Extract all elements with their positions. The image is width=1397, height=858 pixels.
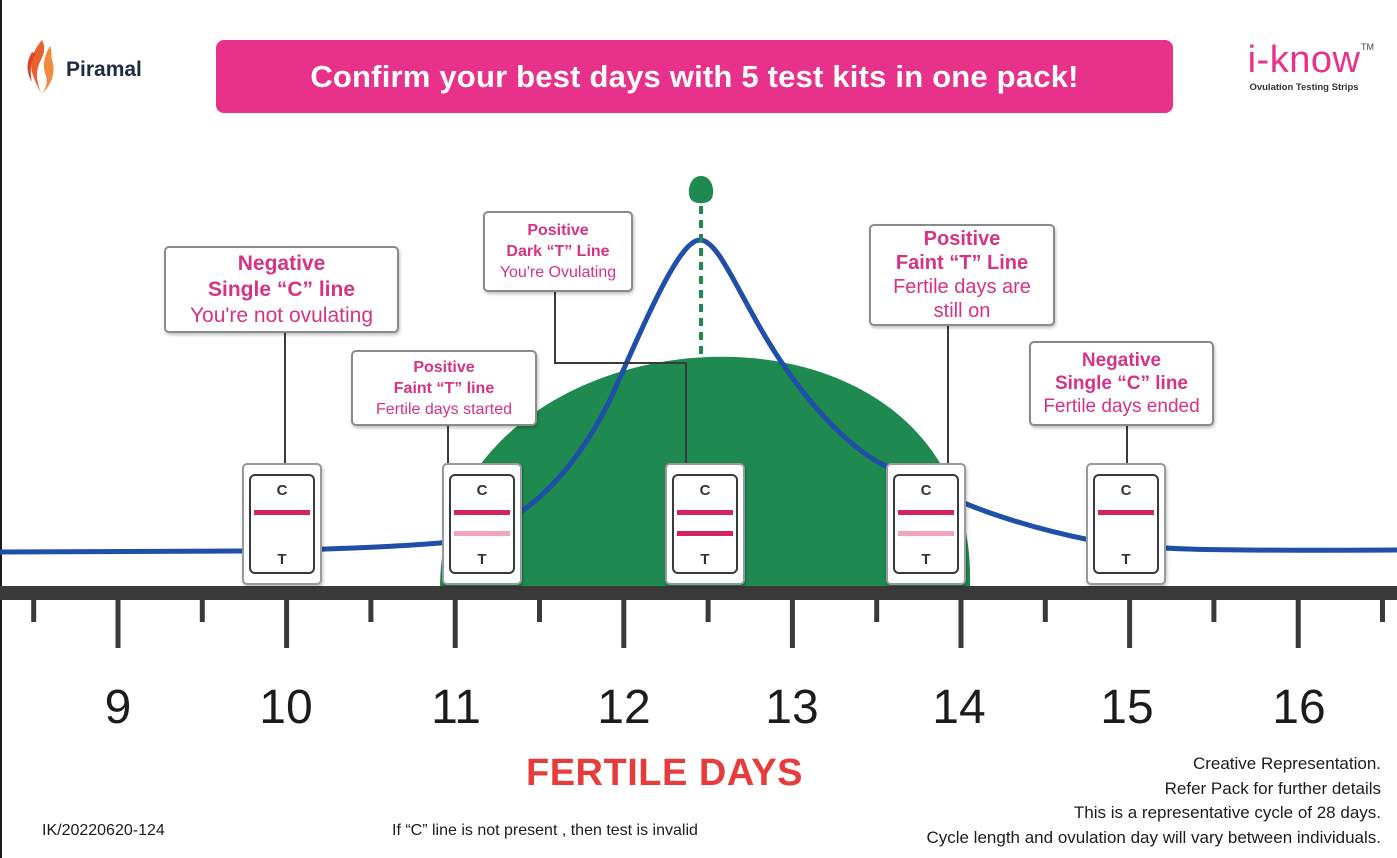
disclaimer-line: Refer Pack for further details — [1164, 778, 1381, 798]
major-tick — [1295, 598, 1301, 648]
callout-meaning-cont: still on — [933, 300, 991, 322]
major-tick — [1127, 598, 1133, 648]
test-kit-2: C T — [442, 463, 522, 585]
test-window: C T — [893, 474, 959, 574]
test-window: C T — [1093, 474, 1159, 574]
callout-result: Positive — [413, 358, 475, 376]
minor-tick — [705, 598, 711, 622]
t-label: T — [1121, 551, 1131, 568]
minor-tick — [368, 598, 374, 622]
test-window: C T — [249, 474, 315, 574]
minor-tick — [1380, 598, 1385, 622]
callout-day-15: Negative Single “C” line Fertile days en… — [1029, 341, 1214, 426]
c-label: C — [920, 482, 932, 499]
day-label-16: 16 — [1272, 681, 1326, 734]
callout-meaning: Fertile days started — [375, 400, 513, 418]
t-label: T — [477, 551, 487, 568]
major-tick — [115, 598, 121, 648]
disclaimer-line: This is a representative cycle of 28 day… — [1073, 803, 1381, 822]
c-label: C — [1120, 482, 1132, 499]
c-line — [454, 510, 510, 515]
test-window: C T — [672, 474, 738, 574]
minor-tick — [199, 598, 205, 622]
t-label: T — [700, 551, 710, 568]
callout-result: Positive — [923, 228, 1001, 250]
t-line-dark — [677, 531, 733, 536]
day-label-9: 9 — [104, 681, 132, 734]
egg-icon — [688, 176, 714, 204]
callout-line-type: Dark “T” Line — [506, 243, 610, 260]
t-line-faint — [454, 531, 510, 536]
c-label: C — [476, 482, 488, 499]
disclaimer-notes: Creative Representation. Refer Pack for … — [926, 752, 1381, 850]
callout-leader-lines — [284, 292, 1128, 463]
callout-result: Positive — [527, 222, 589, 239]
callout-meaning: You're not ovulating — [189, 303, 374, 327]
major-tick — [789, 598, 795, 648]
callout-day-14: Positive Faint “T” Line Fertile days are… — [869, 224, 1055, 326]
reference-id: IK/20220620-124 — [42, 822, 165, 839]
test-kit-4: C T — [886, 463, 966, 585]
test-kit-1: C T — [242, 463, 322, 585]
callout-line-type: Faint “T” line — [393, 379, 495, 397]
day-label-10: 10 — [259, 681, 313, 734]
piramal-brand: Piramal — [22, 38, 142, 98]
disclaimer-line: Creative Representation. — [1192, 754, 1381, 773]
c-line — [677, 510, 733, 515]
day-label-11: 11 — [431, 681, 481, 734]
t-label: T — [921, 551, 931, 568]
minor-tick — [1042, 598, 1048, 622]
minor-tick — [1211, 598, 1217, 622]
fertile-days-title: FERTILE DAYS — [526, 752, 803, 794]
c-line — [898, 510, 954, 515]
disclaimer-line: Cycle length and ovulation day will vary… — [926, 827, 1381, 847]
iknow-brand: i-know TM Ovulation Testing Strips — [1234, 40, 1374, 93]
invalid-test-note: If “C” line is not present , then test i… — [392, 822, 698, 839]
callout-line-type: Single “C” line — [1054, 373, 1189, 394]
t-label: T — [277, 551, 287, 568]
iknow-wordmark: i-know — [1247, 39, 1361, 81]
callout-line-type: Single “C” line — [207, 277, 356, 301]
trademark-symbol: TM — [1361, 42, 1374, 52]
major-tick — [621, 598, 627, 648]
day-label-15: 15 — [1100, 681, 1154, 734]
day-label-14: 14 — [932, 681, 986, 734]
iknow-subtitle: Ovulation Testing Strips — [1249, 82, 1359, 93]
callout-meaning: You're Ovulating — [499, 264, 617, 281]
timeline-axis — [0, 586, 1397, 600]
callout-result: Negative — [237, 251, 326, 275]
c-label: C — [276, 482, 288, 499]
callout-ovulation: Positive Dark “T” Line You're Ovulating — [483, 211, 633, 292]
test-kit-3: C T — [665, 463, 745, 585]
minor-tick — [31, 598, 37, 622]
c-line — [254, 510, 310, 515]
piramal-logo-icon — [27, 40, 54, 96]
callout-meaning: Fertile days ended — [1043, 396, 1200, 417]
major-tick — [284, 598, 290, 648]
minor-tick — [537, 598, 542, 622]
test-window: C T — [449, 474, 515, 574]
test-kit-5: C T — [1086, 463, 1166, 585]
major-tick — [958, 598, 964, 648]
left-border — [0, 0, 2, 858]
callout-meaning: Fertile days are — [893, 276, 1031, 298]
day-label-13: 13 — [765, 681, 819, 734]
day-label-12: 12 — [597, 681, 651, 734]
callout-line-type: Faint “T” Line — [895, 252, 1029, 274]
piramal-wordmark: Piramal — [66, 58, 142, 81]
major-tick — [452, 598, 458, 648]
c-label: C — [699, 482, 711, 499]
c-line — [1098, 510, 1154, 515]
callout-day-10: Negative Single “C” line You're not ovul… — [164, 246, 399, 333]
headline-banner: Confirm your best days with 5 test kits … — [216, 40, 1173, 113]
t-line-faint — [898, 531, 954, 536]
callout-day-11: Positive Faint “T” line Fertile days sta… — [351, 350, 537, 426]
callout-result: Negative — [1081, 350, 1162, 371]
minor-tick — [874, 598, 880, 622]
axis-ticks — [31, 598, 1385, 648]
